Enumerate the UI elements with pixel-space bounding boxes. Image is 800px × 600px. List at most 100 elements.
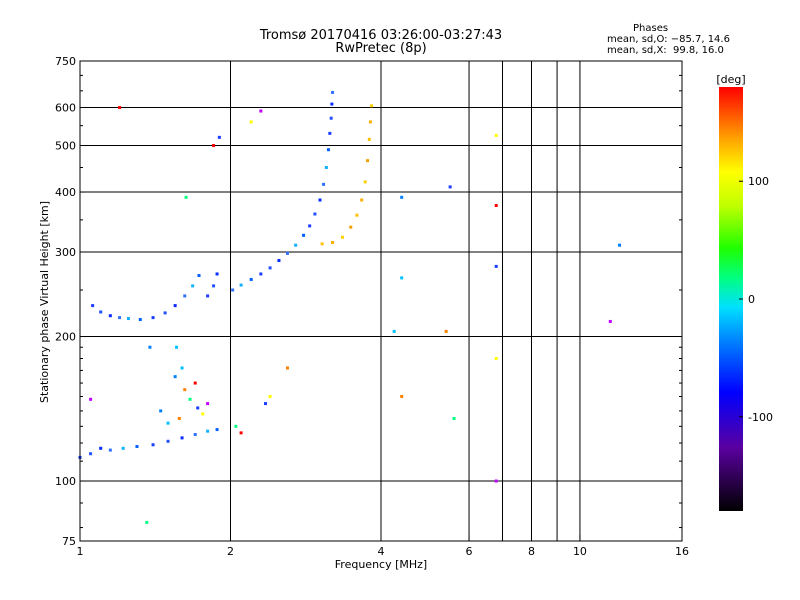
echo-point [239,431,243,435]
echo-point [340,235,344,239]
echo-point [360,198,364,202]
echo-point [285,366,289,370]
echo-point [320,242,324,246]
y-tick-label: 100 [55,475,76,488]
echo-point [367,137,371,141]
y-tick-label: 75 [62,535,76,548]
echo-point [99,310,103,314]
echo-point [264,402,268,406]
echo-point [494,133,498,137]
echo-point [166,439,170,443]
echo-point [324,165,328,169]
echo-point [135,445,139,449]
echo-point [151,443,155,447]
echo-point [108,314,112,318]
echo-point [91,304,95,308]
echo-point [215,272,219,276]
x-tick-label: 10 [573,545,587,558]
echo-point [89,397,93,401]
echo-point [328,131,332,135]
echo-point [329,116,333,120]
echo-point [368,120,372,124]
echo-point [494,356,498,360]
echo-point [121,446,125,450]
echo-point [151,316,155,320]
echo-point [217,135,221,139]
echo-point [318,198,322,202]
phases-stats-o-mode: mean, sd,O: −85.7, 14.6 [607,34,730,45]
echo-point [355,213,359,217]
colorbar-tick-label: -100 [748,411,773,424]
echo-point [206,402,210,406]
echo-point [349,225,353,229]
echo-point [201,412,205,416]
echo-point [239,283,243,287]
echo-point [330,102,334,106]
echo-point [177,416,181,420]
echo-point [173,304,177,308]
echo-point [163,311,167,315]
tick-labels: 1 2 4 6 8 10 16 75 100 200 300 400 500 600 750 [55,55,689,558]
echo-point [108,448,112,452]
echo-point [308,224,312,228]
echo-point [118,106,122,110]
echo-point [400,276,404,280]
echo-point [99,446,103,450]
echo-point [193,433,197,437]
echo-point [196,406,200,410]
x-tick-label: 8 [528,545,535,558]
y-axis-label: Stationary phase Virtual Height [km] [38,201,51,403]
colorbar-tick-label: 0 [748,293,755,306]
echo-point [212,284,216,288]
echo-point [138,318,142,322]
echo-point [259,109,263,113]
echo-point [215,428,219,432]
echo-point [370,104,374,108]
echo-point [277,259,281,263]
echo-point [363,180,367,184]
colorbar-ticks: 100 0 -100 [739,175,773,424]
echo-point [231,288,235,292]
echo-point [191,284,195,288]
echo-point [193,381,197,385]
echo-point [259,272,263,276]
y-tick-label: 500 [55,140,76,153]
echo-point [234,424,238,428]
echo-point [184,195,188,199]
echo-point [331,90,335,94]
echo-point [366,159,370,163]
colorbar-label: [deg] [716,73,745,86]
echo-point [444,329,448,333]
echo-points [78,90,622,524]
colorbar-tick-label: 100 [748,175,769,188]
echo-point [145,520,149,524]
phases-stats-x-mode: mean, sd,X: 99.8, 16.0 [607,45,724,56]
echo-point [249,277,253,281]
echo-point [285,251,289,255]
echo-point [400,395,404,399]
x-tick-label: 2 [227,545,234,558]
echo-point [249,120,253,124]
x-tick-label: 16 [675,545,689,558]
echo-point [268,266,272,270]
y-tick-label: 600 [55,102,76,115]
phases-stats-title: Phases [633,23,669,34]
echo-point [618,243,622,247]
grid [80,61,682,541]
echo-point [175,345,179,349]
echo-point [183,388,187,392]
x-axis-label: Frequency [MHz] [335,558,427,571]
echo-point [268,395,272,399]
chart-title: Tromsø 20170416 03:26:00-03:27:43 [259,28,503,43]
echo-point [183,294,187,298]
echo-point [494,264,498,268]
echo-point [452,416,456,420]
echo-point [206,429,210,433]
echo-point [166,421,170,425]
echo-point [392,329,396,333]
echo-point [148,345,152,349]
echo-point [302,233,306,237]
echo-point [89,452,93,456]
echo-point [188,397,192,401]
